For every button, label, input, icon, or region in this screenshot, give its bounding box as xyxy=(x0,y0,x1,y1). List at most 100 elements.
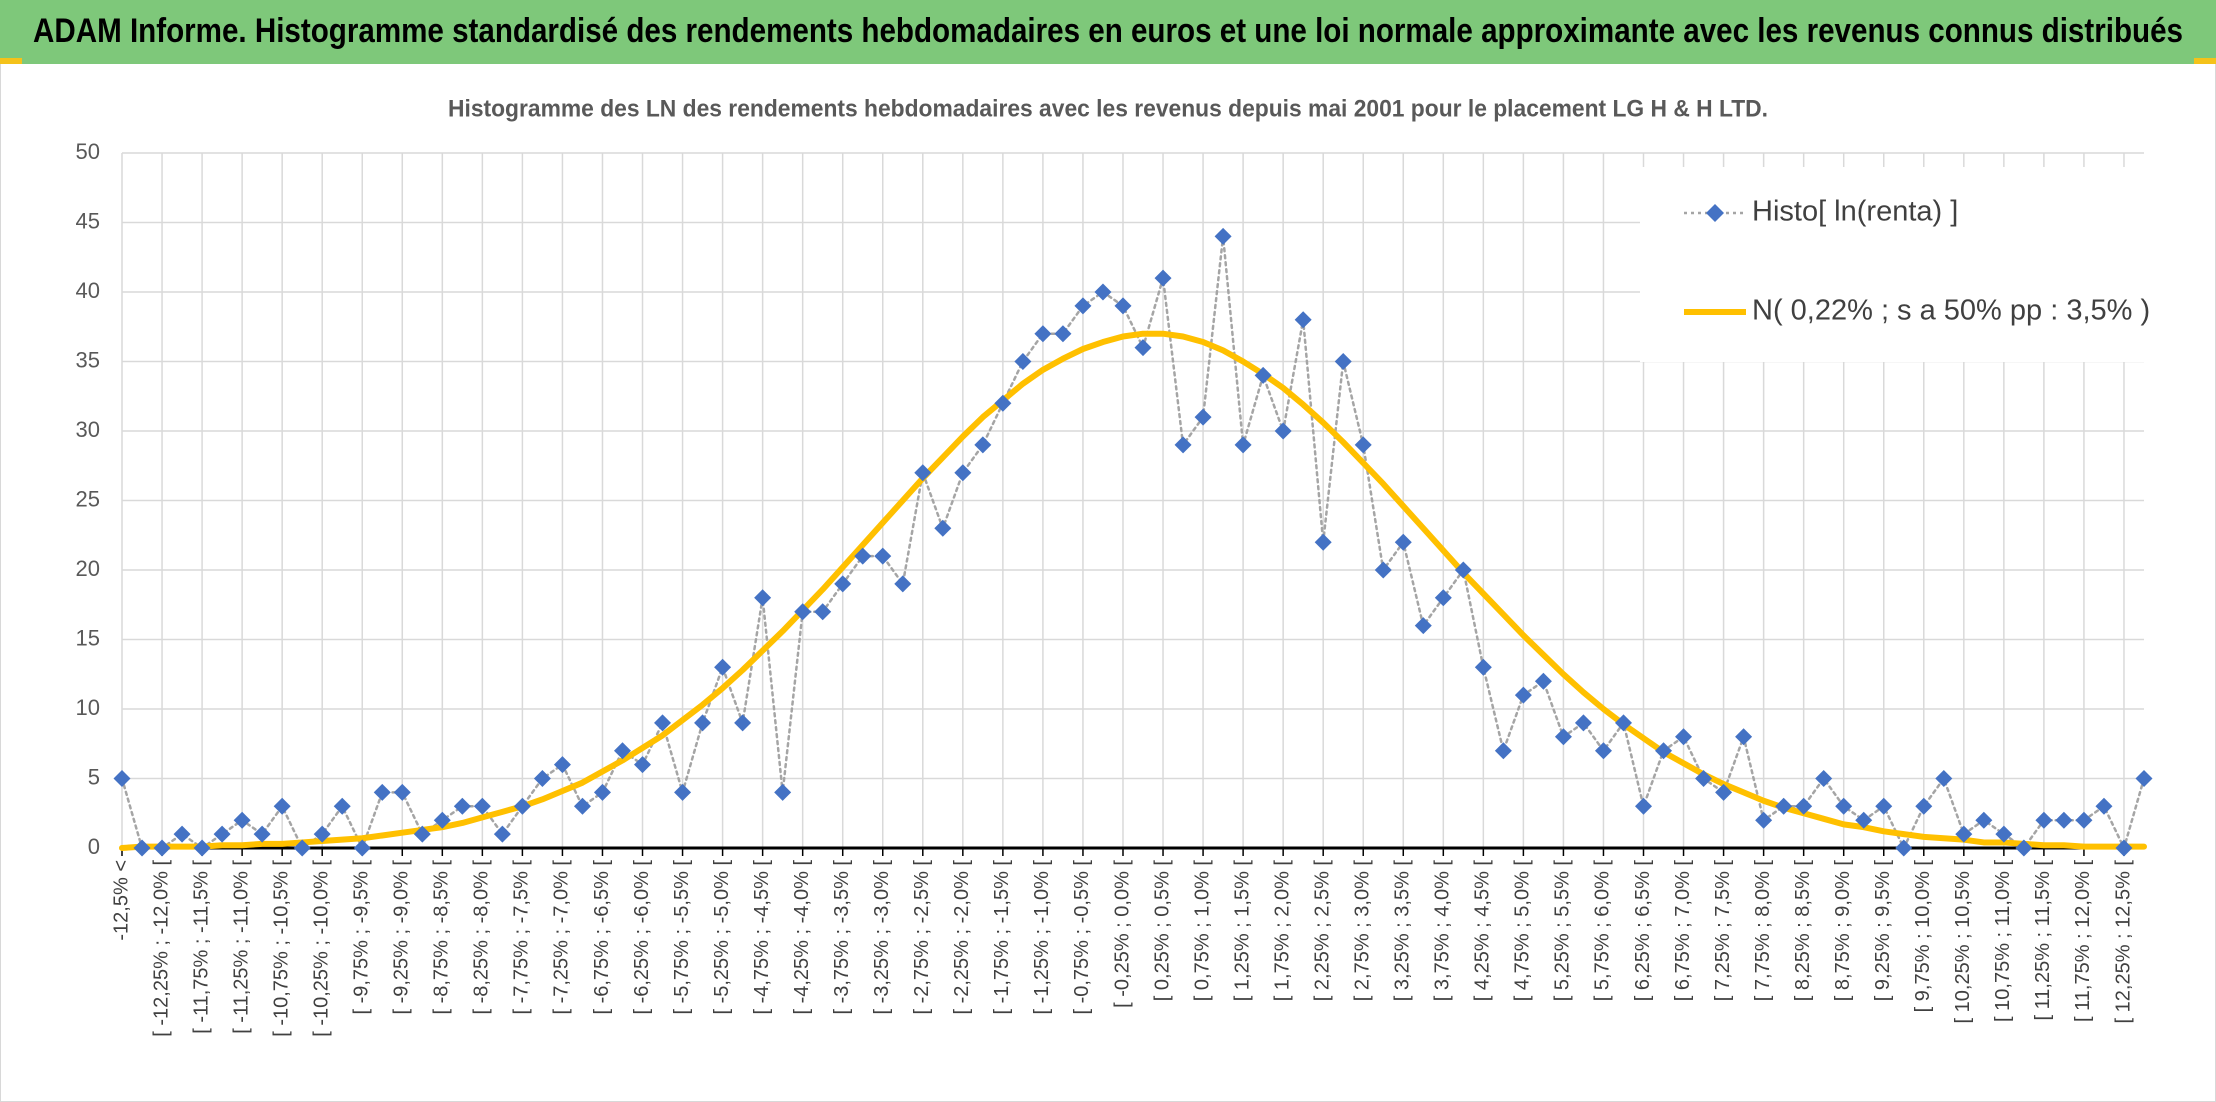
data-point xyxy=(714,658,732,676)
x-tick-label: [ 11,75% ; 12,0% [ xyxy=(2072,860,2094,1022)
y-tick-label: 35 xyxy=(76,347,100,372)
x-tick-label: [ 3,75% ; 4,0% [ xyxy=(1432,860,1454,1002)
data-point xyxy=(453,797,471,815)
data-point xyxy=(273,797,291,815)
data-point xyxy=(373,783,391,801)
x-tick-label: [ 2,25% ; 2,5% [ xyxy=(1311,860,1333,1002)
y-tick-label: 15 xyxy=(76,625,100,650)
data-point xyxy=(393,783,411,801)
x-tick-label: [ -0,25% ; 0,0% [ xyxy=(1111,860,1133,1008)
data-point xyxy=(2055,811,2073,829)
x-tick-label: [ 0,75% ; 1,0% [ xyxy=(1191,860,1213,1002)
x-tick-label: [ 9,75% ; 10,0% [ xyxy=(1912,860,1934,1013)
plot-marks xyxy=(113,227,2153,857)
x-tick-label: [ -5,75% ; -5,5% [ xyxy=(671,860,693,1015)
data-point xyxy=(814,603,832,621)
data-point xyxy=(734,714,752,732)
x-tick-label: [ -6,25% ; -6,0% [ xyxy=(631,860,653,1015)
banner-corner xyxy=(2194,58,2216,64)
data-point xyxy=(1354,436,1372,454)
y-tick-label: 50 xyxy=(76,139,100,164)
legend: Histo[ ln(renta) ] N( 0,22% ; s a 50% pp … xyxy=(1640,167,2150,362)
data-point xyxy=(1755,811,1773,829)
x-tick-label: [ -12,25% ; -12,0% [ xyxy=(150,860,172,1037)
data-point xyxy=(1014,353,1032,370)
data-point xyxy=(1815,770,1833,787)
data-point xyxy=(473,797,491,815)
x-tick-label: [ -2,25% ; -2,0% [ xyxy=(951,860,973,1015)
data-point xyxy=(513,797,531,815)
data-point xyxy=(1134,339,1152,357)
data-point xyxy=(1294,311,1312,329)
data-point xyxy=(1835,797,1853,815)
data-point xyxy=(1895,839,1913,857)
data-point xyxy=(954,464,972,482)
x-tick-label: [ -10,75% ; -10,5% [ xyxy=(270,860,292,1037)
legend-marker xyxy=(1706,204,1724,222)
data-point xyxy=(353,839,371,857)
data-point xyxy=(313,825,331,843)
x-tick-label: [ 1,25% ; 1,5% [ xyxy=(1231,860,1253,1002)
legend-label: N( 0,22% ; s a 50% pp : 3,5% ) xyxy=(1752,295,2150,327)
data-point xyxy=(634,756,652,774)
data-point xyxy=(1534,672,1552,690)
y-tick-label: 25 xyxy=(76,486,100,511)
data-point xyxy=(1915,797,1933,815)
data-point xyxy=(1735,728,1753,746)
data-point xyxy=(2035,811,2053,829)
data-point xyxy=(654,714,672,732)
data-point xyxy=(1034,325,1052,343)
data-point xyxy=(1434,589,1452,607)
data-point xyxy=(193,839,211,857)
data-point xyxy=(433,811,451,829)
data-point xyxy=(1675,728,1693,746)
data-point xyxy=(1054,325,1072,343)
data-point xyxy=(1074,297,1092,315)
data-point xyxy=(1975,811,1993,829)
data-point xyxy=(934,519,952,537)
x-tick-label: [ 1,75% ; 2,0% [ xyxy=(1271,860,1293,1002)
data-point xyxy=(173,825,191,843)
banner-title: ADAM Informe. Histogramme standardisé de… xyxy=(33,12,2183,50)
banner-corner xyxy=(0,58,22,64)
x-tick-label: [ 8,25% ; 8,5% [ xyxy=(1792,860,1814,1002)
data-point xyxy=(1935,770,1953,787)
data-point xyxy=(1414,617,1432,635)
data-point xyxy=(1114,297,1132,315)
x-tick-label: -12,5% < xyxy=(110,860,132,941)
x-tick-label: [ 3,25% ; 3,5% [ xyxy=(1392,860,1414,1002)
x-tick-label: [ -7,25% ; -7,0% [ xyxy=(551,860,573,1015)
x-tick-label: [ 6,25% ; 6,5% [ xyxy=(1632,860,1654,1002)
data-point xyxy=(774,783,792,801)
data-point xyxy=(1474,658,1492,676)
data-point xyxy=(113,770,131,787)
data-point xyxy=(553,756,571,774)
data-point xyxy=(213,825,231,843)
series-line xyxy=(119,330,2147,851)
x-tick-label: [ 8,75% ; 9,0% [ xyxy=(1832,860,1854,1002)
data-point xyxy=(1775,797,1793,815)
x-tick-label: [ -11,25% ; -11,0% [ xyxy=(230,860,252,1034)
data-point xyxy=(1254,366,1272,384)
data-point xyxy=(1154,269,1172,287)
y-tick-label: 0 xyxy=(88,834,100,859)
data-point xyxy=(1855,811,1873,829)
y-tick-label: 20 xyxy=(76,556,100,581)
data-point xyxy=(794,603,812,621)
data-point xyxy=(854,547,872,565)
y-tick-label: 5 xyxy=(88,764,100,789)
data-point xyxy=(754,589,772,607)
data-point xyxy=(914,464,932,482)
banner-background xyxy=(0,0,2216,64)
x-tick-label: [ 7,25% ; 7,5% [ xyxy=(1712,860,1734,1002)
data-point xyxy=(1334,353,1352,370)
data-point xyxy=(493,825,511,843)
data-point xyxy=(533,770,551,787)
chart-title: Histogramme des LN des rendements hebdom… xyxy=(448,95,1768,122)
x-tick-label: [ -0,75% ; -0,5% [ xyxy=(1071,860,1093,1015)
x-tick-label: [ -4,75% ; -4,5% [ xyxy=(751,860,773,1015)
data-point xyxy=(2115,839,2133,857)
data-point xyxy=(1574,714,1592,732)
